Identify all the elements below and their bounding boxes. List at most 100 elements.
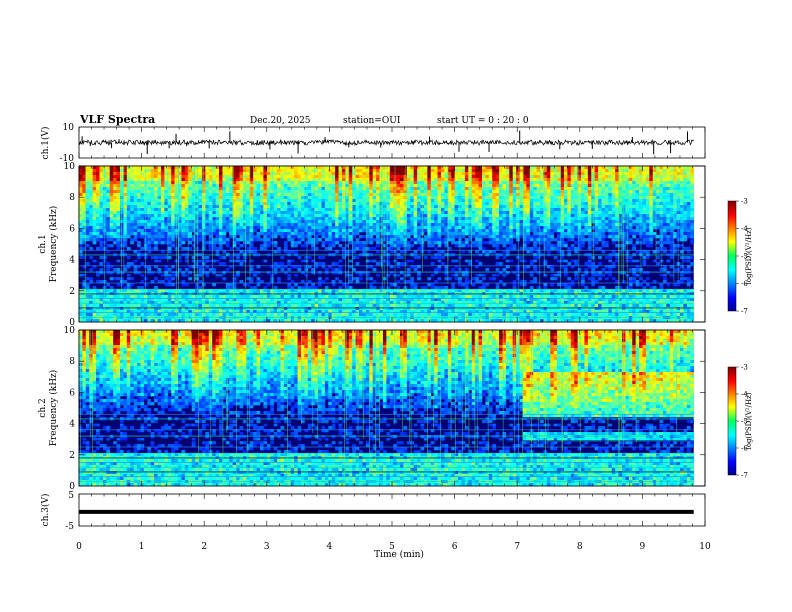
spectrogram-cell	[396, 310, 401, 314]
spectrogram-cell	[437, 184, 442, 188]
spectrogram-cell	[263, 247, 268, 251]
spectrogram-cell	[236, 181, 240, 185]
spectrogram-cell	[126, 220, 131, 224]
spectrogram-cell	[304, 241, 309, 245]
spectrogram-cell	[318, 205, 322, 209]
spectrogram-cell	[270, 184, 274, 188]
spectrogram-cell	[283, 235, 288, 239]
spectrogram-cell	[365, 214, 370, 218]
spectrogram-cell	[123, 175, 128, 179]
spectrogram-cell	[447, 220, 452, 224]
spectrogram-cell	[263, 214, 268, 218]
spectrogram-cell	[410, 202, 414, 206]
spectrogram-cell	[348, 250, 353, 254]
spectrogram-cell	[215, 313, 220, 317]
spectrogram-cell	[345, 199, 350, 203]
spectrogram-cell	[96, 271, 100, 275]
spectrogram-cell	[263, 298, 268, 302]
spectrogram-cell	[225, 295, 230, 299]
spectrogram-cell	[242, 190, 247, 194]
spectrogram-cell	[178, 175, 182, 179]
spectrogram-cell	[324, 217, 329, 221]
spectrogram-cell	[236, 247, 240, 251]
spectrogram-cell	[150, 178, 155, 182]
spectrogram-cell	[355, 310, 360, 314]
spectrogram-cell	[266, 283, 271, 287]
spectrogram-cell	[188, 196, 193, 200]
spectrogram-cell	[191, 304, 196, 308]
spectrogram-cell	[160, 250, 165, 254]
spectrogram-cell	[79, 178, 83, 182]
spectrogram-cell	[160, 298, 165, 302]
spectrogram-cell	[338, 295, 343, 299]
spectrogram-cell	[382, 220, 387, 224]
spectrogram-cell	[212, 223, 216, 227]
spectrogram-cell	[215, 199, 220, 203]
spectrogram-cell	[113, 223, 117, 227]
spectrogram-cell	[290, 172, 295, 176]
spectrogram-cell	[154, 211, 158, 215]
spectrogram-cell	[389, 169, 394, 173]
spectrogram-cell	[314, 211, 319, 215]
spectrogram-cell	[290, 232, 295, 236]
spectrogram-cell	[283, 232, 288, 236]
spectrogram-cell	[417, 214, 421, 218]
spectrogram-cell	[464, 211, 469, 215]
spectrogram-cell	[130, 304, 134, 308]
spectrogram-cell	[423, 319, 428, 323]
spectrogram-cell	[277, 310, 281, 314]
spectrogram-cell	[277, 301, 281, 305]
spectrogram-cell	[304, 184, 309, 188]
spectrogram-cell	[382, 199, 387, 203]
spectrogram-cell	[451, 226, 455, 230]
spectrogram-cell	[430, 301, 435, 305]
spectrogram-cell	[106, 310, 111, 314]
spectrogram-cell	[447, 319, 452, 323]
spectrogram-cell	[362, 193, 367, 197]
spectrogram-cell	[266, 241, 271, 245]
spectrogram-cell	[341, 175, 346, 179]
spectrogram-cell	[369, 166, 374, 170]
spectrogram-cell	[266, 184, 271, 188]
spectrogram-cell	[280, 313, 285, 317]
spectrogram-cell	[372, 247, 377, 251]
spectrogram-cell	[229, 178, 233, 182]
spectrogram-cell	[157, 310, 162, 314]
spectrogram-cell	[236, 193, 240, 197]
spectrogram-cell	[171, 235, 175, 239]
spectrogram-cell	[338, 265, 343, 269]
spectrogram-cell	[82, 235, 87, 239]
spectrogram-cell	[382, 166, 387, 170]
spectrogram-cell	[376, 229, 380, 233]
spectrogram-cell	[324, 277, 329, 281]
spectrogram-cell	[126, 199, 131, 203]
spectrogram-cell	[85, 223, 90, 227]
spectrogram-cell	[140, 175, 145, 179]
spectrogram-cell	[307, 166, 312, 170]
spectrogram-cell	[191, 295, 196, 299]
spectrogram-cell	[109, 304, 114, 308]
spectrogram-cell	[147, 238, 152, 242]
spectrogram-cell	[386, 169, 391, 173]
spectrogram-cell	[219, 175, 223, 179]
spectrogram-cell	[232, 277, 237, 281]
spectrogram-cell	[143, 304, 148, 308]
spectrogram-cell	[396, 217, 401, 221]
spectrogram-cell	[451, 238, 455, 242]
spectrogram-cell	[229, 229, 233, 233]
spectrogram-cell	[249, 175, 254, 179]
spectrogram-cell	[167, 190, 172, 194]
spectrogram-cell	[348, 193, 353, 197]
spectrogram-cell	[355, 178, 360, 182]
spectrogram-cell	[475, 196, 479, 200]
spectrogram-cell	[331, 214, 336, 218]
spectrogram-cell	[328, 265, 333, 269]
spectrogram-cell	[345, 172, 350, 176]
spectrogram-cell	[348, 169, 353, 173]
spectrogram-cell	[359, 319, 363, 323]
spectrogram-cell	[143, 184, 148, 188]
spectrogram-cell	[280, 214, 285, 218]
spectrogram-cell	[130, 283, 134, 287]
spectrogram-cell	[359, 229, 363, 233]
spectrogram-cell	[96, 301, 100, 305]
